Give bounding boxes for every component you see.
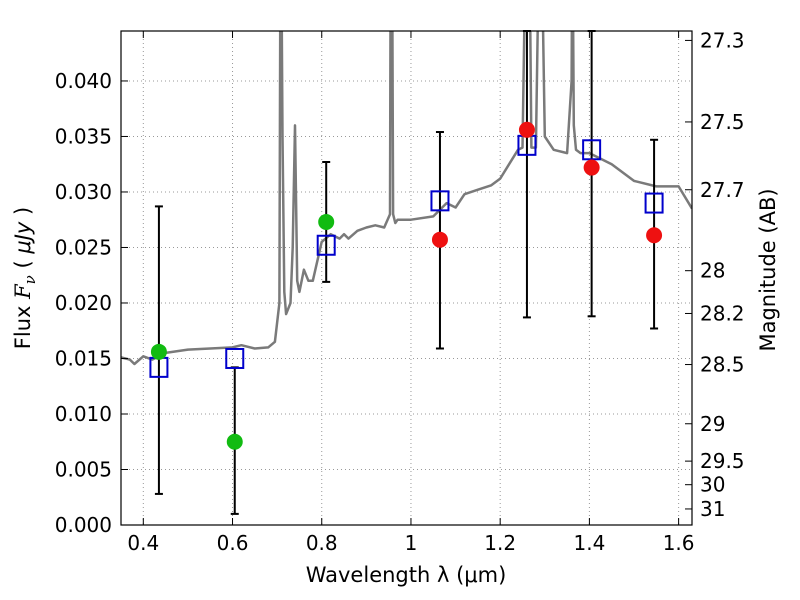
observed-flux-red-point xyxy=(518,121,535,138)
mag-tick-label: 31 xyxy=(700,497,725,521)
template-spectrum-line xyxy=(121,31,692,366)
tick-layer: 0.4 0.6 0.8 1 1.2 1.4 1.6 0.000 0.005 0.010 0.015 0… xyxy=(55,28,745,555)
line-layer xyxy=(121,31,692,366)
x-tick-label: 1.6 xyxy=(663,531,695,555)
y-tick-label: 0.000 xyxy=(55,513,112,537)
mag-tick-label: 27.7 xyxy=(700,178,745,202)
y-tick-label: 0.025 xyxy=(55,235,112,259)
mag-tick-label: 30 xyxy=(700,473,725,497)
y-axis-label: Flux Fν ( μJy ) xyxy=(11,207,39,349)
plot-frame xyxy=(120,30,693,526)
y-tick-label: 0.005 xyxy=(55,457,112,481)
y-tick-label: 0.030 xyxy=(55,180,112,204)
model-flux-square xyxy=(582,139,602,161)
observed-flux-green-point xyxy=(318,213,335,230)
mag-tick-label: 29 xyxy=(700,412,725,436)
observed-flux-red-point xyxy=(431,231,448,248)
y-tick-label: 0.040 xyxy=(55,69,112,93)
x-axis-label: Wavelength λ (μm) xyxy=(306,563,507,587)
mag-tick-label: 29.5 xyxy=(700,449,745,473)
y-tick-label: 0.020 xyxy=(55,291,112,315)
x-tick-label: 1 xyxy=(405,531,418,555)
mag-tick-label: 28 xyxy=(700,259,725,283)
model-flux-square xyxy=(316,234,336,256)
x-tick-label: 1.2 xyxy=(484,531,516,555)
x-tick-label: 0.4 xyxy=(127,531,159,555)
observed-flux-green-point xyxy=(150,343,167,360)
x-tick-label: 0.6 xyxy=(217,531,249,555)
model-flux-square xyxy=(644,192,664,214)
mag-tick-label: 28.2 xyxy=(700,301,745,325)
x-tick-label: 0.8 xyxy=(306,531,338,555)
marker-layer xyxy=(149,121,664,450)
mag-tick-label: 28.5 xyxy=(700,353,745,377)
mag-tick-label: 27.5 xyxy=(700,110,745,134)
mag-tick-label: 27.3 xyxy=(700,28,745,52)
x-tick-label: 1.4 xyxy=(573,531,605,555)
plot-area-background xyxy=(121,31,692,525)
observed-flux-red-point xyxy=(583,159,600,176)
model-flux-square xyxy=(225,347,245,369)
y2-axis-label: Magnitude (AB) xyxy=(756,188,780,351)
y-tick-label: 0.035 xyxy=(55,124,112,148)
model-flux-square xyxy=(430,190,450,212)
y-tick-label: 0.015 xyxy=(55,346,112,370)
y-tick-label: 0.010 xyxy=(55,402,112,426)
observed-flux-green-point xyxy=(226,433,243,450)
observed-flux-red-point xyxy=(646,227,663,244)
